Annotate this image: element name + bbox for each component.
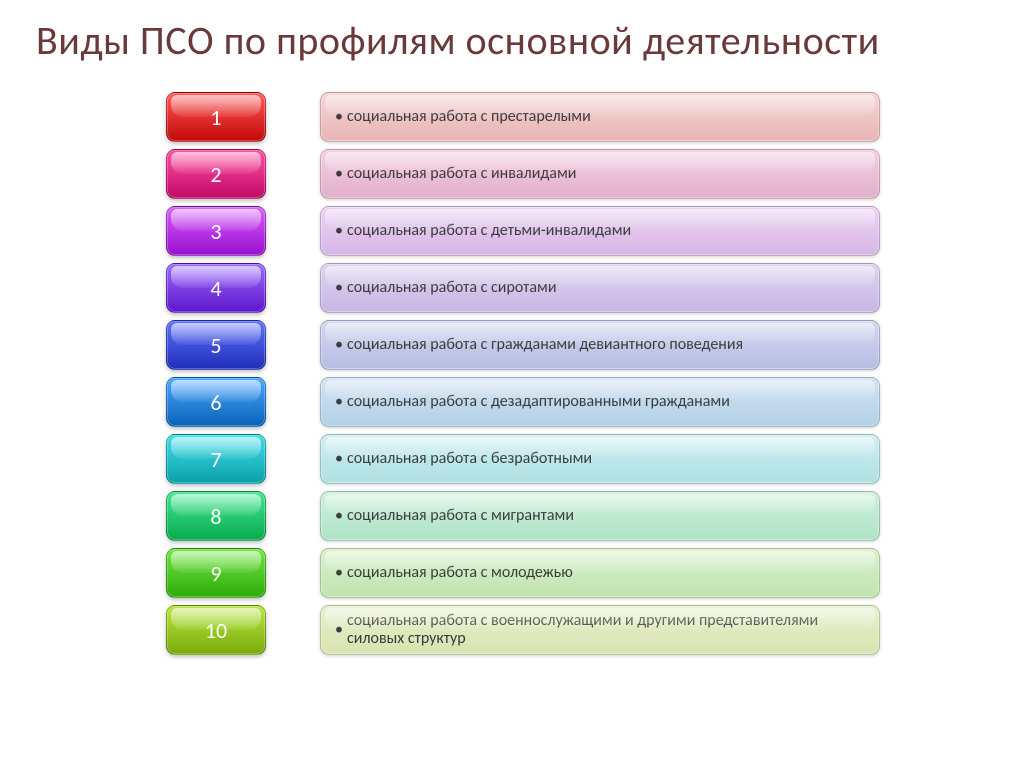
number-label: 3 xyxy=(210,218,221,245)
number-label: 4 xyxy=(210,275,221,302)
bullet-icon: • xyxy=(335,450,343,468)
bullet-icon: • xyxy=(335,393,343,411)
description-pill: •социальная работа с престарелыми xyxy=(320,92,880,142)
number-pill: 1 xyxy=(166,92,266,142)
number-pill: 9 xyxy=(166,548,266,598)
bullet-icon: • xyxy=(335,336,343,354)
number-label: 10 xyxy=(205,617,227,644)
number-label: 5 xyxy=(210,332,221,359)
description-text: социальная работа с детьми-инвалидами xyxy=(347,222,631,240)
number-label: 9 xyxy=(210,560,221,587)
description-text: социальная работа с престарелыми xyxy=(347,108,591,126)
list-row: 1 •социальная работа с престарелыми xyxy=(166,92,988,142)
description-text: социальная работа с безработными xyxy=(347,450,592,468)
number-label: 1 xyxy=(210,104,221,131)
description-text: социальная работа с гражданами девиантно… xyxy=(347,336,743,354)
list-row: 10 •социальная работа с военнослужащими и… xyxy=(166,605,988,655)
list-row: 9 •социальная работа с молодежью xyxy=(166,548,988,598)
bullet-icon: • xyxy=(335,108,343,126)
description-text: социальная работа с молодежью xyxy=(347,564,573,582)
number-pill: 4 xyxy=(166,263,266,313)
number-label: 6 xyxy=(210,389,221,416)
number-pill: 7 xyxy=(166,434,266,484)
description-text: социальная работа с инвалидами xyxy=(347,165,576,183)
description-pill: •социальная работа с военнослужащими и д… xyxy=(320,605,880,655)
number-pill: 6 xyxy=(166,377,266,427)
description-pill: •социальная работа с мигрантами xyxy=(320,491,880,541)
number-label: 8 xyxy=(210,503,221,530)
list-row: 5 •социальная работа с гражданами девиант… xyxy=(166,320,988,370)
list-row: 4 •социальная работа с сиротами xyxy=(166,263,988,313)
description-pill: •социальная работа с детьми-инвалидами xyxy=(320,206,880,256)
number-label: 2 xyxy=(210,161,221,188)
list-row: 3 •социальная работа с детьми-инвалидами xyxy=(166,206,988,256)
number-label: 7 xyxy=(210,446,221,473)
description-pill: •социальная работа с сиротами xyxy=(320,263,880,313)
number-pill: 10 xyxy=(166,605,266,655)
bullet-icon: • xyxy=(335,621,343,639)
bullet-icon: • xyxy=(335,564,343,582)
description-pill: •социальная работа с дезадаптированными … xyxy=(320,377,880,427)
description-pill: •социальная работа с молодежью xyxy=(320,548,880,598)
list-row: 2 •социальная работа с инвалидами xyxy=(166,149,988,199)
bullet-icon: • xyxy=(335,222,343,240)
page-title: Виды ПСО по профилям основной деятельнос… xyxy=(36,18,988,64)
number-pill: 3 xyxy=(166,206,266,256)
description-pill: •социальная работа с безработными xyxy=(320,434,880,484)
description-text: социальная работа с дезадаптированными г… xyxy=(347,393,730,411)
list-row: 7 •социальная работа с безработными xyxy=(166,434,988,484)
description-text: социальная работа с военнослужащими и др… xyxy=(347,612,865,649)
number-pill: 5 xyxy=(166,320,266,370)
bullet-icon: • xyxy=(335,279,343,297)
description-pill: •социальная работа с инвалидами xyxy=(320,149,880,199)
number-pill: 8 xyxy=(166,491,266,541)
description-text: социальная работа с сиротами xyxy=(347,279,557,297)
description-pill: •социальная работа с гражданами девиантн… xyxy=(320,320,880,370)
item-list: 1•социальная работа с престарелыми2•соци… xyxy=(166,92,988,655)
number-pill: 2 xyxy=(166,149,266,199)
bullet-icon: • xyxy=(335,507,343,525)
bullet-icon: • xyxy=(335,165,343,183)
list-row: 8 •социальная работа с мигрантами xyxy=(166,491,988,541)
description-text: социальная работа с мигрантами xyxy=(347,507,574,525)
list-row: 6 •социальная работа с дезадаптированными… xyxy=(166,377,988,427)
